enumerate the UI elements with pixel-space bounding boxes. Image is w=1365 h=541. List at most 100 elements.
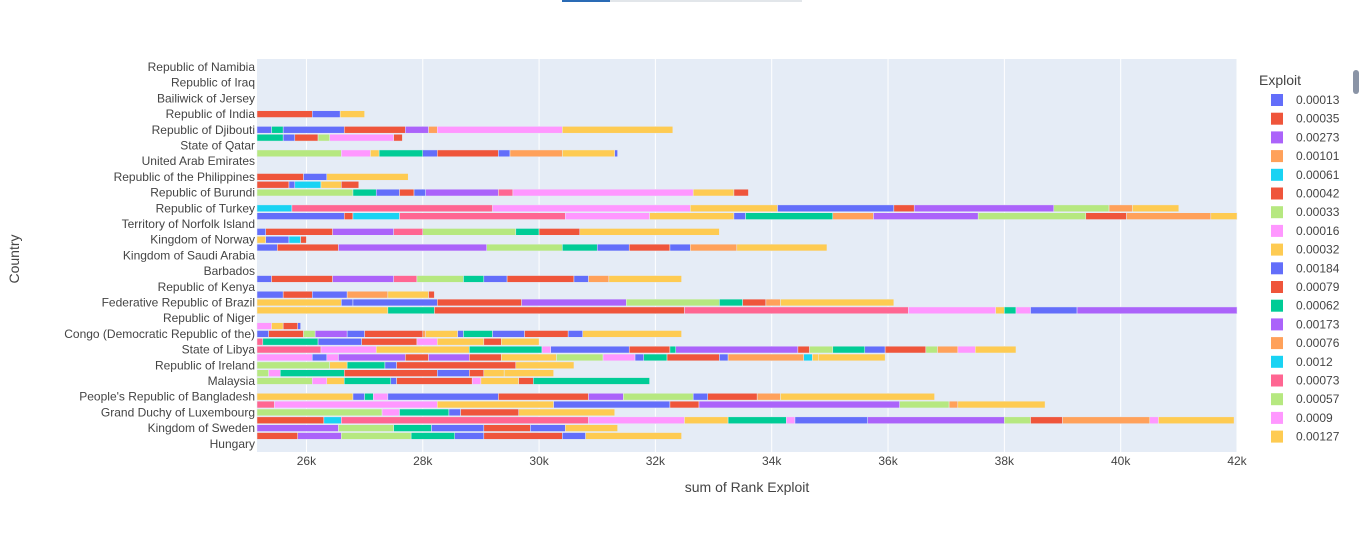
bar-segment[interactable] — [256, 243, 278, 252]
bar-segment[interactable] — [343, 212, 354, 220]
bar-segment[interactable] — [338, 353, 406, 362]
bar-segment[interactable] — [463, 275, 485, 283]
bar-segment[interactable] — [579, 228, 720, 236]
legend-item[interactable]: 0.00061 — [1271, 168, 1340, 182]
legend-item[interactable]: 0.00057 — [1271, 392, 1340, 406]
bar-segment[interactable] — [256, 408, 383, 417]
bar-segment[interactable] — [454, 432, 485, 440]
bar-segment[interactable] — [515, 228, 540, 236]
bar-segment[interactable] — [684, 416, 729, 424]
bar-segment[interactable] — [370, 149, 380, 157]
bar-segment[interactable] — [291, 204, 493, 212]
bar-segment[interactable] — [1126, 212, 1212, 220]
bar-segment[interactable] — [256, 338, 264, 346]
bar-segment[interactable] — [262, 338, 319, 346]
bar-segment[interactable] — [343, 369, 438, 377]
bar-segment[interactable] — [346, 291, 389, 299]
bar-segment[interactable] — [274, 400, 438, 409]
bar-segment[interactable] — [343, 126, 406, 134]
bar-segment[interactable] — [343, 377, 392, 385]
bar-segment[interactable] — [375, 345, 470, 354]
bar-segment[interactable] — [1004, 306, 1017, 315]
bar-segment[interactable] — [626, 298, 720, 307]
bar-segment[interactable] — [256, 228, 266, 236]
bar-segment[interactable] — [332, 275, 394, 283]
bar-segment[interactable] — [913, 204, 1055, 212]
bar-segment[interactable] — [428, 353, 470, 362]
bar-segment[interactable] — [817, 353, 886, 362]
bar-segment[interactable] — [256, 188, 354, 197]
bar-segment[interactable] — [733, 212, 746, 220]
bar-segment[interactable] — [332, 228, 394, 236]
bar-segment[interactable] — [256, 298, 342, 307]
bar-segment[interactable] — [364, 393, 374, 401]
bar-segment[interactable] — [256, 330, 269, 338]
bar-segment[interactable] — [1004, 416, 1031, 424]
bar-segment[interactable] — [538, 228, 581, 236]
bar-segment[interactable] — [341, 432, 412, 440]
bar-segment[interactable] — [602, 353, 636, 362]
bar-segment[interactable] — [780, 393, 935, 401]
bar-segment[interactable] — [736, 243, 828, 252]
bar-segment[interactable] — [498, 149, 511, 157]
bar-segment[interactable] — [387, 393, 499, 401]
bar-segment[interactable] — [416, 338, 438, 346]
bar-segment[interactable] — [1062, 416, 1151, 424]
bar-segment[interactable] — [786, 416, 796, 424]
bar-segment[interactable] — [564, 212, 650, 220]
bar-segment[interactable] — [256, 369, 269, 377]
bar-segment[interactable] — [431, 424, 485, 432]
bar-segment[interactable] — [628, 243, 671, 252]
bar-segment[interactable] — [422, 330, 426, 338]
bar-segment[interactable] — [268, 330, 304, 338]
bar-segment[interactable] — [317, 134, 330, 142]
bar-segment[interactable] — [393, 228, 424, 236]
bar-segment[interactable] — [690, 243, 738, 252]
bar-segment[interactable] — [413, 188, 426, 197]
bar-segment[interactable] — [509, 149, 563, 157]
top-tab[interactable] — [610, 0, 802, 2]
bar-segment[interactable] — [692, 188, 735, 197]
bar-segment[interactable] — [675, 345, 799, 354]
bar-segment[interactable] — [280, 369, 345, 377]
bar-segment[interactable] — [498, 393, 589, 401]
legend-item[interactable]: 0.00035 — [1271, 112, 1340, 126]
bar-segment[interactable] — [550, 345, 630, 354]
bar-segment[interactable] — [1015, 306, 1031, 315]
bar-segment[interactable] — [797, 345, 810, 354]
bar-segment[interactable] — [582, 330, 682, 338]
bar-segment[interactable] — [506, 275, 575, 283]
bar-segment[interactable] — [339, 110, 365, 118]
bar-segment[interactable] — [533, 377, 650, 385]
bar-segment[interactable] — [425, 188, 499, 197]
bar-segment[interactable] — [393, 134, 403, 142]
bar-segment[interactable] — [282, 322, 298, 330]
bar-segment[interactable] — [541, 345, 551, 354]
bar-segment[interactable] — [341, 416, 589, 424]
bar-segment[interactable] — [518, 377, 534, 385]
bar-segment[interactable] — [803, 353, 813, 362]
bar-segment[interactable] — [742, 298, 767, 307]
bar-segment[interactable] — [614, 149, 618, 157]
bar-segment[interactable] — [480, 377, 519, 385]
bar-segment[interactable] — [562, 126, 674, 134]
bar-segment[interactable] — [460, 408, 519, 417]
bar-segment[interactable] — [256, 353, 313, 362]
bar-segment[interactable] — [486, 243, 563, 252]
bar-segment[interactable] — [669, 243, 691, 252]
bar-segment[interactable] — [957, 345, 976, 354]
bar-segment[interactable] — [957, 400, 1046, 409]
bar-segment[interactable] — [326, 173, 409, 181]
bar-segment[interactable] — [346, 361, 386, 369]
bar-segment[interactable] — [948, 400, 959, 409]
bar-segment[interactable] — [256, 236, 266, 244]
bar-segment[interactable] — [719, 298, 743, 307]
bar-segment[interactable] — [314, 330, 348, 338]
bar-segment[interactable] — [669, 345, 677, 354]
bar-segment[interactable] — [320, 345, 377, 354]
legend-item[interactable]: 0.00032 — [1271, 243, 1340, 257]
bar-segment[interactable] — [492, 330, 525, 338]
bar-segment[interactable] — [390, 377, 397, 385]
bar-segment[interactable] — [364, 330, 424, 338]
bar-segment[interactable] — [707, 393, 758, 401]
